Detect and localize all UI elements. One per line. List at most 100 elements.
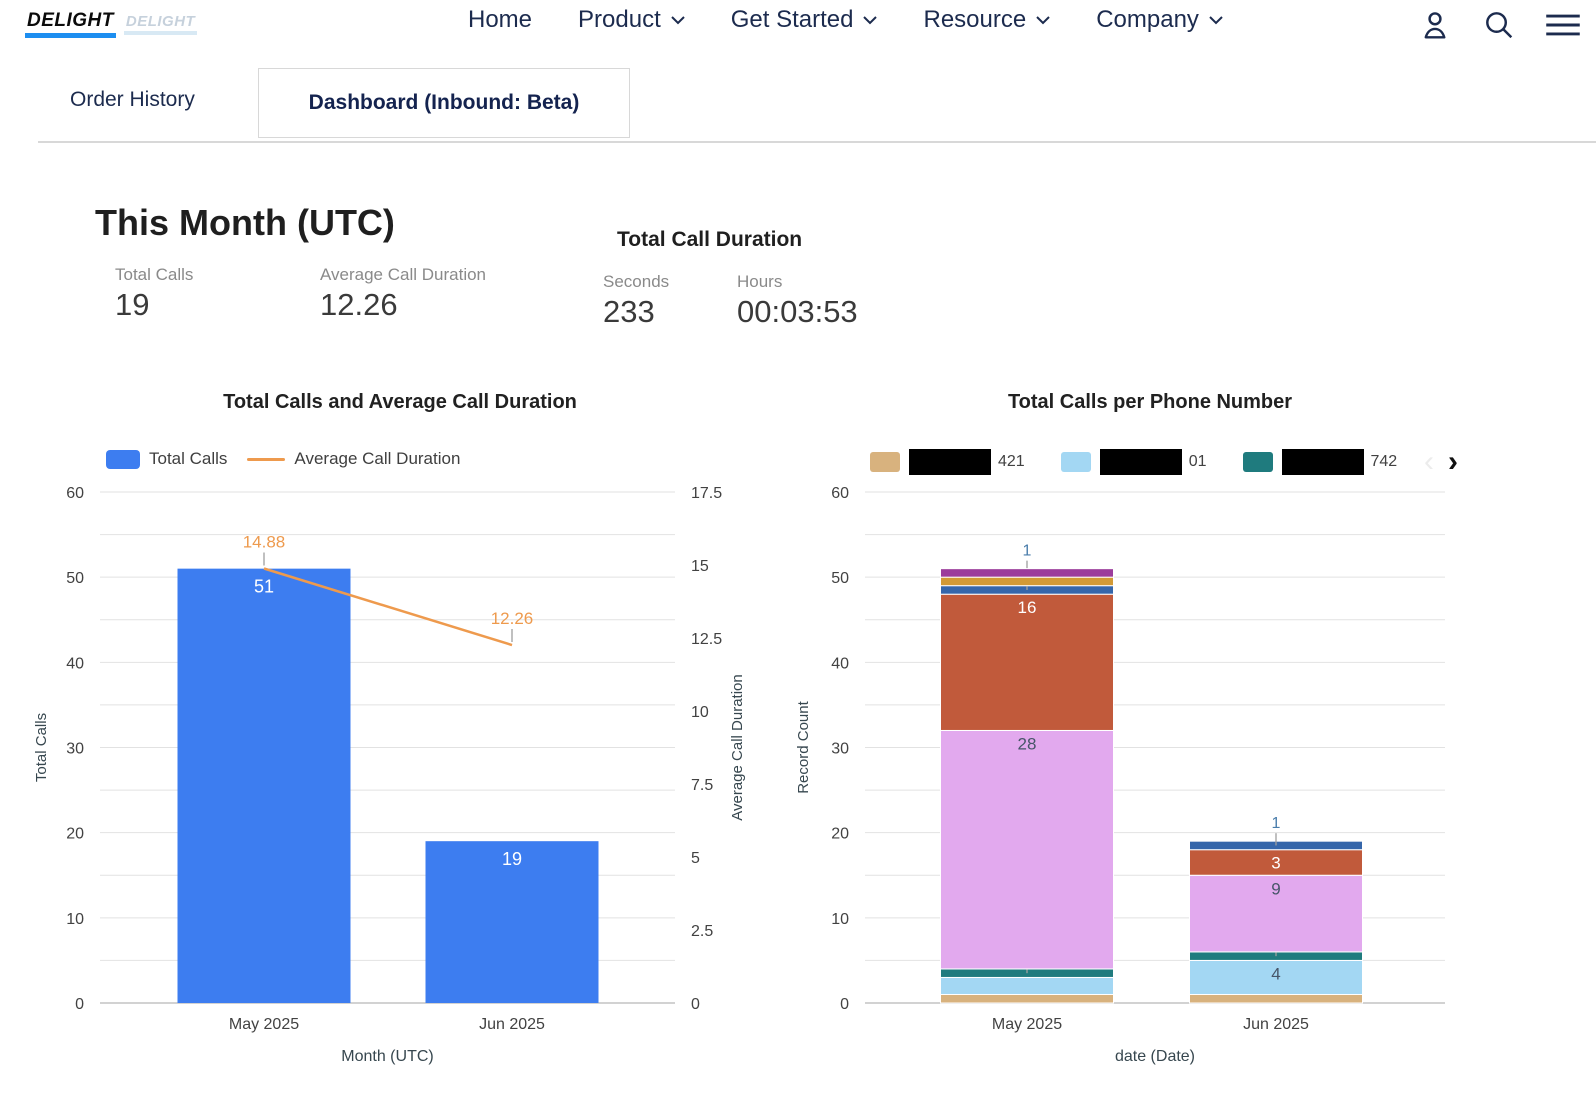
svg-text:1: 1 <box>1272 815 1281 832</box>
redacted-phone-number <box>1099 449 1182 475</box>
svg-text:28: 28 <box>1018 734 1037 753</box>
svg-text:May 2025: May 2025 <box>992 1016 1062 1033</box>
legend-swatch <box>1242 452 1273 472</box>
nav-item-product[interactable]: Product <box>578 6 685 34</box>
top-navigation: DELIGHT DELIGHT Home Product Get Started… <box>0 0 1596 50</box>
menu-icon[interactable] <box>1544 6 1582 44</box>
svg-text:3: 3 <box>1271 854 1280 873</box>
legend-item-total-calls[interactable]: Total Calls <box>106 449 227 469</box>
legend-item-phone-2[interactable]: 01 <box>1060 449 1207 475</box>
search-icon[interactable] <box>1480 6 1518 44</box>
stat-label: Seconds <box>603 272 670 291</box>
nav-item-company[interactable]: Company <box>1096 6 1223 34</box>
chevron-down-icon <box>671 15 685 25</box>
chart-title: Total Calls per Phone Number <box>1007 391 1293 413</box>
svg-text:16: 16 <box>1018 598 1037 617</box>
tab-dashboard-inbound-beta[interactable]: Dashboard (Inbound: Beta) <box>258 68 630 138</box>
chart-legend: 421 01 742 <box>870 449 1397 475</box>
legend-swatch <box>1060 452 1091 472</box>
stat-label: Total Calls <box>115 265 194 284</box>
chart-total-calls-per-phone-number: Total Calls per Phone Number 421 01 742 … <box>790 383 1510 1088</box>
svg-text:May 2025: May 2025 <box>229 1016 299 1033</box>
chart-legend: Total Calls Average Call Duration <box>106 449 460 469</box>
legend-item-average-call-duration[interactable]: Average Call Duration <box>247 449 460 469</box>
svg-text:19: 19 <box>502 849 522 869</box>
svg-text:60: 60 <box>66 485 84 502</box>
legend-label: Total Calls <box>149 449 228 468</box>
legend-line-swatch <box>247 457 286 461</box>
stat-label: Average Call Duration <box>320 265 486 284</box>
nav-item-label: Get Started <box>730 6 854 33</box>
stat-value: 00:03:53 <box>737 294 858 329</box>
nav-item-label: Company <box>1096 6 1199 33</box>
svg-text:7.5: 7.5 <box>691 777 713 794</box>
chevron-down-icon <box>1209 15 1223 25</box>
stat-average-call-duration: Average Call Duration 12.26 <box>320 265 486 323</box>
svg-text:5: 5 <box>691 850 700 867</box>
legend-swatch <box>106 449 140 469</box>
svg-text:Total Calls: Total Calls <box>33 713 50 782</box>
svg-text:40: 40 <box>66 655 84 672</box>
tab-order-history[interactable]: Order History <box>70 88 195 111</box>
phone-number-suffix: 01 <box>1188 453 1207 470</box>
svg-text:51: 51 <box>254 577 274 597</box>
stat-seconds: Seconds 233 <box>603 272 669 330</box>
nav-item-label: Resource <box>923 6 1027 33</box>
svg-text:Average Call Duration: Average Call Duration <box>729 674 746 820</box>
svg-text:0: 0 <box>75 996 84 1013</box>
legend-label: Average Call Duration <box>294 449 461 468</box>
chart-title: Total Calls and Average Call Duration <box>223 391 577 413</box>
redacted-phone-number <box>909 449 991 475</box>
svg-text:30: 30 <box>831 741 849 758</box>
svg-text:4: 4 <box>1271 964 1280 983</box>
svg-text:14.88: 14.88 <box>243 533 286 552</box>
stat-label: Hours <box>737 272 783 291</box>
stat-value: 12.26 <box>320 287 398 322</box>
svg-text:40: 40 <box>831 655 849 672</box>
svg-text:20: 20 <box>66 826 84 843</box>
nav-item-label: Home <box>468 6 533 33</box>
svg-text:60: 60 <box>831 485 849 502</box>
svg-text:12.26: 12.26 <box>491 609 534 628</box>
svg-text:15: 15 <box>691 558 709 575</box>
svg-text:0: 0 <box>691 996 700 1013</box>
legend-pagination: ‹ › <box>1424 445 1458 479</box>
svg-text:10: 10 <box>66 911 84 928</box>
legend-next-icon[interactable]: › <box>1448 445 1458 478</box>
stat-value: 233 <box>603 294 655 329</box>
svg-text:20: 20 <box>831 826 849 843</box>
nav-item-resource[interactable]: Resource <box>923 6 1050 34</box>
account-icon[interactable] <box>1416 6 1454 44</box>
svg-text:50: 50 <box>831 570 849 587</box>
svg-text:Jun 2025: Jun 2025 <box>1243 1016 1309 1033</box>
legend-item-phone-3[interactable]: 742 <box>1242 449 1398 475</box>
nav-item-home[interactable]: Home <box>468 6 532 34</box>
chevron-down-icon <box>863 15 878 25</box>
phone-number-suffix: 421 <box>998 453 1025 470</box>
legend-item-phone-1[interactable]: 421 <box>870 449 1025 475</box>
svg-text:2.5: 2.5 <box>691 923 713 940</box>
svg-text:10: 10 <box>831 911 849 928</box>
svg-text:1: 1 <box>1023 543 1032 560</box>
stat-total-calls: Total Calls 19 <box>115 265 193 323</box>
chevron-down-icon <box>1036 15 1050 25</box>
nav-item-get-started[interactable]: Get Started <box>731 6 878 34</box>
legend-prev-icon[interactable]: ‹ <box>1424 445 1434 478</box>
stacked-chart-plot[interactable]: 0 10 20 30 40 50 60 Record Count May 2025 Jun 202… <box>790 478 1510 1083</box>
chart-total-calls-and-avg-duration: Total Calls and Average Call Duration To… <box>30 383 770 1088</box>
tabs-divider <box>38 141 1596 143</box>
page-title: This Month (UTC) <box>95 202 395 243</box>
svg-text:50: 50 <box>66 570 84 587</box>
svg-text:date (Date): date (Date) <box>1115 1048 1195 1065</box>
phone-number-suffix: 742 <box>1370 453 1398 470</box>
logo[interactable]: DELIGHT DELIGHT <box>25 10 198 38</box>
svg-text:Month (UTC): Month (UTC) <box>341 1048 433 1065</box>
logo-text: DELIGHT <box>25 10 116 38</box>
svg-text:9: 9 <box>1271 879 1280 898</box>
svg-text:10: 10 <box>691 704 709 721</box>
svg-text:0: 0 <box>840 996 849 1013</box>
svg-text:Jun 2025: Jun 2025 <box>479 1016 545 1033</box>
tab-label: Dashboard (Inbound: Beta) <box>308 91 580 114</box>
legend-swatch <box>870 452 900 472</box>
